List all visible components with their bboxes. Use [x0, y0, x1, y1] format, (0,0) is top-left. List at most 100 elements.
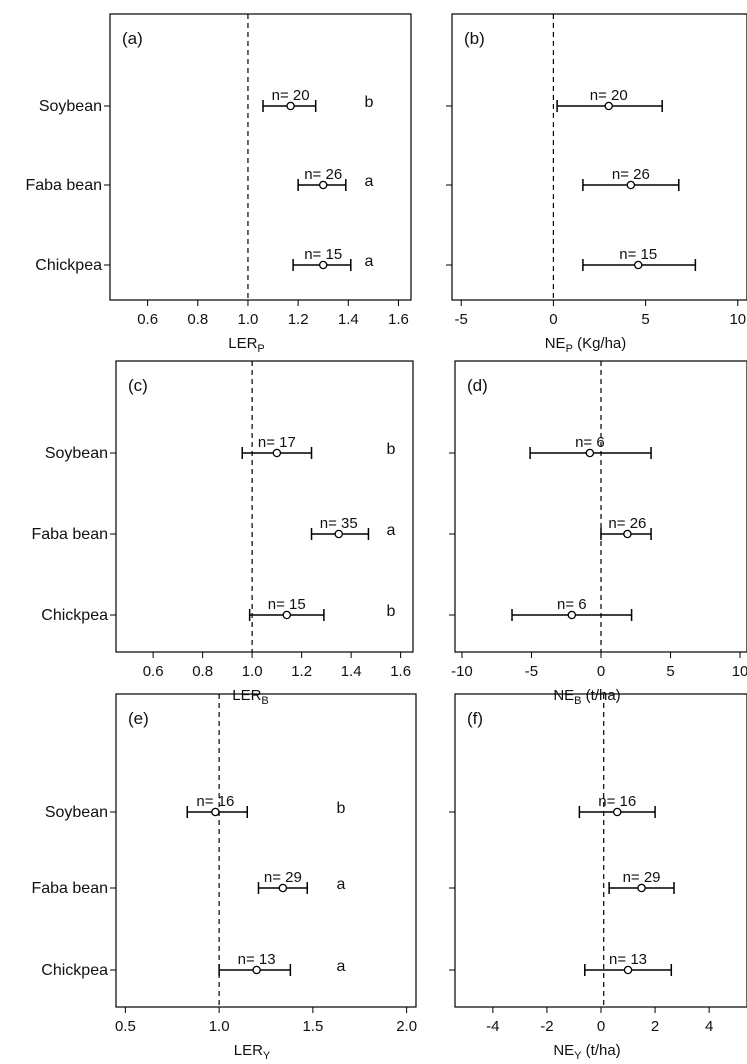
x-tick-label: -5: [525, 663, 538, 680]
x-tick-label: 1.2: [288, 311, 309, 328]
plot-frame: [454, 693, 747, 1008]
mean-point: [334, 529, 343, 539]
x-axis-title: LERP: [228, 335, 265, 355]
x-tick-label: 0.6: [137, 311, 158, 328]
category-label: Soybean: [45, 445, 108, 462]
x-tick-label: -10: [451, 663, 473, 680]
row-chickpea: Chickpea n= 13 a: [41, 951, 345, 979]
n-label: n= 29: [264, 869, 302, 886]
panel-f: (f) -4 -2 0 2 4 NEY (t/ha) n= 16 n= 29 n= 13: [449, 693, 747, 1062]
x-axis-title: LERY: [234, 1042, 271, 1062]
n-label: n= 26: [612, 166, 650, 183]
row-soybean: n= 16: [449, 793, 656, 818]
x-tick-label: -2: [540, 1018, 553, 1035]
significance-letter: a: [387, 522, 396, 539]
mean-point: [633, 260, 643, 270]
n-label: n= 35: [320, 515, 358, 532]
mean-point: [626, 180, 636, 190]
row-faba-bean: n= 26: [449, 515, 652, 540]
x-tick-label: 1.5: [302, 1018, 323, 1035]
mean-point: [612, 807, 622, 817]
n-label: n= 15: [619, 246, 657, 263]
plot-frame: [115, 693, 417, 1008]
n-label: n= 20: [590, 87, 628, 104]
row-faba-bean: n= 26: [446, 166, 680, 191]
mean-point: [604, 101, 613, 111]
category-label: Faba bean: [31, 880, 108, 897]
category-label: Chickpea: [35, 257, 102, 274]
panel-a: (a) 0.6 0.8 1.0 1.2 1.4 1.6 LERP Soybean n= 20 b Fa…: [25, 13, 412, 355]
n-label: n= 20: [272, 87, 310, 104]
n-label: n= 26: [608, 515, 646, 532]
x-tick-label: 1.4: [341, 663, 362, 680]
n-label: n= 15: [268, 596, 306, 613]
x-tick-label: 0: [597, 663, 605, 680]
x-tick-label: 2: [651, 1018, 659, 1035]
x-tick-label: -4: [486, 1018, 499, 1035]
category-label: Chickpea: [41, 962, 108, 979]
panel-label: (d): [467, 376, 488, 395]
x-tick-label: 4: [705, 1018, 713, 1035]
x-tick-label: 1.6: [388, 311, 409, 328]
mean-point: [567, 610, 577, 620]
significance-letter: a: [365, 173, 374, 190]
row-soybean: Soybean n= 16 b: [45, 793, 346, 821]
category-label: Faba bean: [25, 177, 102, 194]
category-label: Chickpea: [41, 607, 108, 624]
row-soybean: n= 20: [446, 87, 663, 112]
panel-label: (e): [128, 709, 149, 728]
n-label: n= 6: [557, 596, 587, 613]
significance-letter: b: [387, 603, 396, 620]
mean-point: [278, 883, 288, 893]
x-tick-label: 0.5: [115, 1018, 136, 1035]
row-faba-bean: Faba bean n= 29 a: [31, 869, 345, 897]
x-tick-label: 1.0: [242, 663, 263, 680]
mean-point: [623, 529, 632, 539]
panel-label: (a): [122, 29, 143, 48]
mean-point: [286, 101, 295, 111]
x-axis-title: LERB: [232, 687, 269, 707]
x-tick-label: 2.0: [396, 1018, 417, 1035]
x-tick-label: 5: [666, 663, 674, 680]
x-tick-label: -5: [455, 311, 468, 328]
x-tick-label: 1.0: [209, 1018, 230, 1035]
n-label: n= 16: [598, 793, 636, 810]
panel-d: (d) -10 -5 0 5 10 NEB (t/ha) n= 6 n= 26 n= 6: [449, 360, 747, 707]
row-chickpea: n= 15: [446, 246, 697, 271]
panel-e: (e) 0.5 1.0 1.5 2.0 LERY Soybean n= 16 b Faba bea…: [31, 693, 417, 1062]
n-label: n= 15: [304, 246, 342, 263]
x-tick-label: 0.8: [192, 663, 213, 680]
plot-frame: [115, 360, 414, 653]
panel-c: (c) 0.6 0.8 1.0 1.2 1.4 1.6 LERB Soybean n= 17 b Fa…: [31, 360, 414, 707]
row-soybean: Soybean n= 17 b: [45, 434, 396, 462]
category-label: Faba bean: [31, 526, 108, 543]
panel-label: (c): [128, 376, 148, 395]
x-axis-title: NEY (t/ha): [553, 1042, 620, 1062]
category-label: Soybean: [39, 98, 102, 115]
row-chickpea: n= 13: [449, 951, 673, 976]
row-faba-bean: Faba bean n= 26 a: [25, 166, 373, 194]
x-tick-label: 1.2: [291, 663, 312, 680]
plot-frame: [451, 13, 747, 301]
n-label: n= 13: [238, 951, 276, 968]
x-tick-label: 0.8: [187, 311, 208, 328]
row-chickpea: n= 6: [449, 596, 633, 621]
plot-frame: [109, 13, 412, 301]
x-tick-label: 10: [732, 663, 747, 680]
significance-letter: b: [365, 94, 374, 111]
row-faba-bean: n= 29: [449, 869, 675, 894]
mean-point: [282, 610, 292, 620]
n-label: n= 29: [623, 869, 661, 886]
x-tick-label: 1.6: [390, 663, 411, 680]
significance-letter: b: [337, 800, 346, 817]
row-soybean: Soybean n= 20 b: [39, 87, 374, 115]
panel-label: (f): [467, 709, 483, 728]
mean-point: [623, 965, 633, 975]
x-tick-label: 1.4: [338, 311, 359, 328]
significance-letter: a: [365, 253, 374, 270]
n-label: n= 13: [609, 951, 647, 968]
x-tick-label: 0: [597, 1018, 605, 1035]
mean-point: [585, 448, 595, 458]
significance-letter: a: [337, 958, 346, 975]
